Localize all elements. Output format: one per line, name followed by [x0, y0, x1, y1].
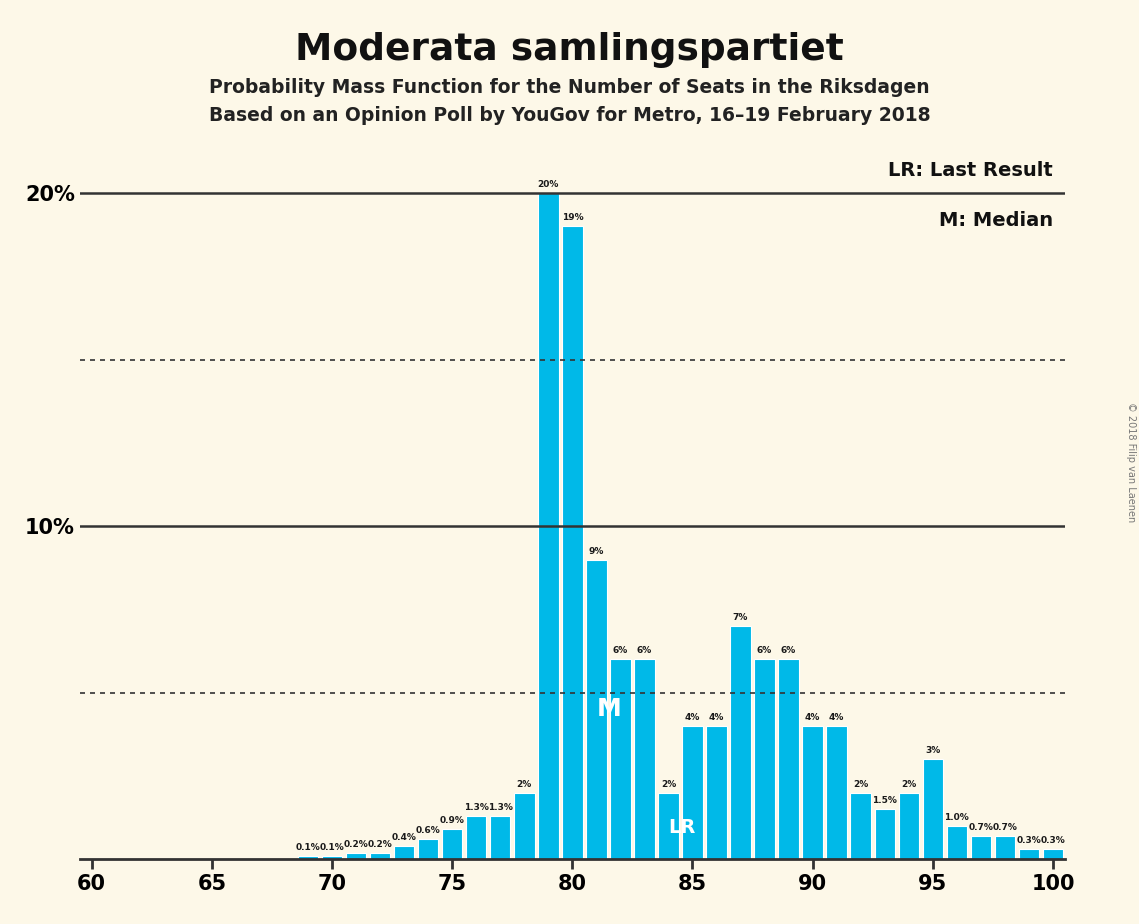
Bar: [442, 830, 462, 859]
Bar: [634, 660, 655, 859]
Bar: [827, 726, 847, 859]
Text: 0.3%: 0.3%: [1041, 836, 1065, 845]
Text: 0.6%: 0.6%: [416, 826, 441, 835]
Bar: [875, 809, 895, 859]
Bar: [587, 560, 607, 859]
Text: 1.3%: 1.3%: [464, 803, 489, 812]
Text: 0.7%: 0.7%: [992, 823, 1017, 832]
Text: 0.1%: 0.1%: [320, 843, 344, 852]
Text: 20%: 20%: [538, 180, 559, 189]
Bar: [682, 726, 703, 859]
Text: 1.0%: 1.0%: [944, 813, 969, 822]
Bar: [947, 826, 967, 859]
Text: 0.9%: 0.9%: [440, 816, 465, 825]
Bar: [346, 853, 367, 859]
Text: 0.7%: 0.7%: [968, 823, 993, 832]
Text: 2%: 2%: [853, 780, 868, 789]
Bar: [611, 660, 631, 859]
Text: © 2018 Filip van Laenen: © 2018 Filip van Laenen: [1126, 402, 1136, 522]
Bar: [658, 793, 679, 859]
Bar: [297, 856, 318, 859]
Text: 6%: 6%: [757, 647, 772, 655]
Text: Probability Mass Function for the Number of Seats in the Riksdagen: Probability Mass Function for the Number…: [210, 78, 929, 97]
Bar: [730, 626, 751, 859]
Bar: [466, 816, 486, 859]
Bar: [514, 793, 534, 859]
Text: 3%: 3%: [925, 747, 941, 756]
Text: 4%: 4%: [685, 713, 700, 722]
Text: M: Median: M: Median: [939, 212, 1054, 230]
Text: 1.5%: 1.5%: [872, 796, 898, 806]
Text: 1.3%: 1.3%: [487, 803, 513, 812]
Text: 6%: 6%: [637, 647, 652, 655]
Bar: [851, 793, 871, 859]
Bar: [322, 856, 342, 859]
Bar: [563, 226, 582, 859]
Text: 4%: 4%: [708, 713, 724, 722]
Text: 0.2%: 0.2%: [344, 840, 368, 848]
Text: LR: LR: [667, 818, 696, 837]
Bar: [1018, 849, 1039, 859]
Text: 7%: 7%: [732, 614, 748, 622]
Bar: [754, 660, 775, 859]
Bar: [490, 816, 510, 859]
Bar: [923, 760, 943, 859]
Bar: [899, 793, 919, 859]
Text: 4%: 4%: [805, 713, 820, 722]
Bar: [706, 726, 727, 859]
Text: 2%: 2%: [661, 780, 677, 789]
Text: M: M: [597, 698, 622, 722]
Bar: [538, 193, 558, 859]
Text: 9%: 9%: [589, 547, 604, 555]
Bar: [418, 839, 439, 859]
Text: 0.3%: 0.3%: [1016, 836, 1041, 845]
Text: LR: Last Result: LR: Last Result: [888, 161, 1054, 180]
Text: 2%: 2%: [901, 780, 917, 789]
Text: 0.1%: 0.1%: [296, 843, 320, 852]
Bar: [1042, 849, 1063, 859]
Text: 6%: 6%: [613, 647, 628, 655]
Text: 0.4%: 0.4%: [392, 833, 417, 842]
Bar: [778, 660, 798, 859]
Text: 19%: 19%: [562, 213, 583, 223]
Bar: [803, 726, 822, 859]
Bar: [370, 853, 391, 859]
Text: 6%: 6%: [781, 647, 796, 655]
Bar: [970, 836, 991, 859]
Text: Moderata samlingspartiet: Moderata samlingspartiet: [295, 32, 844, 68]
Text: 0.2%: 0.2%: [368, 840, 393, 848]
Text: Based on an Opinion Poll by YouGov for Metro, 16–19 February 2018: Based on an Opinion Poll by YouGov for M…: [208, 106, 931, 126]
Text: 2%: 2%: [517, 780, 532, 789]
Bar: [994, 836, 1015, 859]
Text: 4%: 4%: [829, 713, 844, 722]
Bar: [394, 846, 415, 859]
